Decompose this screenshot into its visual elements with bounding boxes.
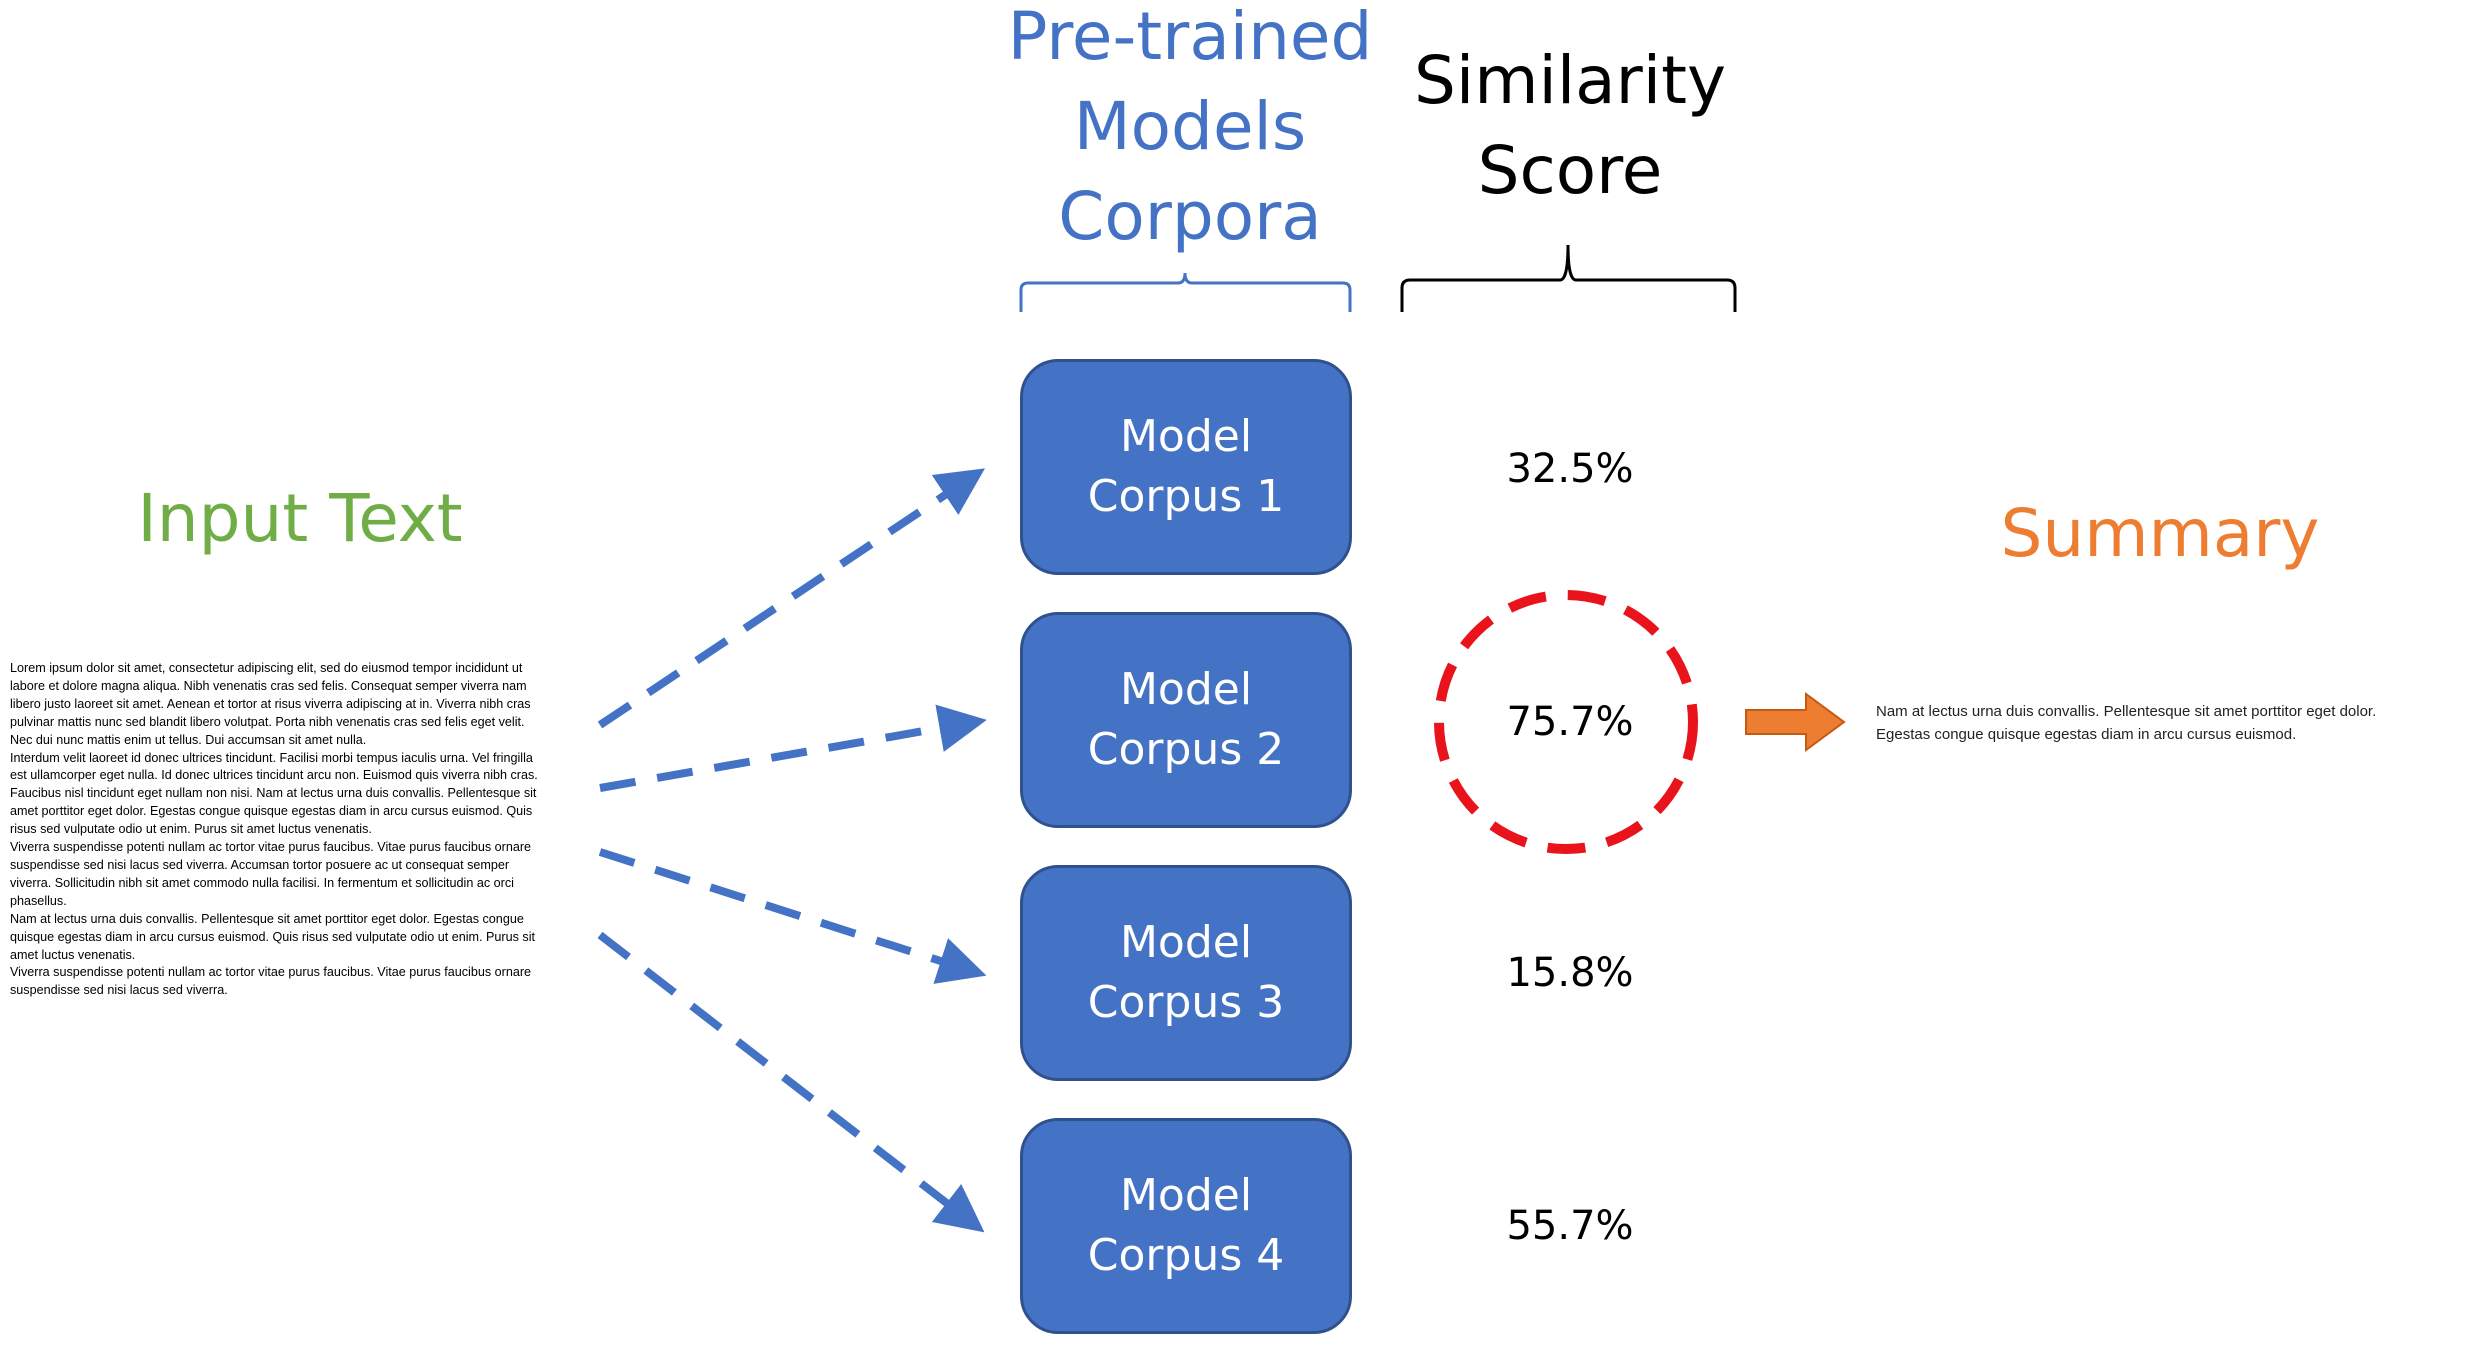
model-2-score: 75.7% [1506,699,1634,745]
models-header-line-3: Corpora [1058,178,1322,255]
input-to-model-3-arrow [598,848,987,984]
model-3-line-1: Model [1119,917,1253,968]
score-header-line-1: Similarity [1413,42,1727,119]
summary-body: Nam at lectus urna duis convallis. Pelle… [1876,703,2377,743]
summary-arrow [1745,692,1846,752]
model-corpus-4-box: Model Corpus 4 [1020,1118,1352,1334]
input-text-label: Input Text [137,480,463,557]
model-4-line-2: Corpus 4 [1087,1230,1285,1281]
models-header-line-2: Models [1073,88,1307,165]
score-column-header: Similarity Score [1380,36,1760,216]
best-score-highlight-circle [1434,590,1698,854]
model-3-score: 15.8% [1506,950,1634,996]
model-1-line-1: Model [1119,411,1253,462]
model-4-score: 55.7% [1506,1203,1634,1249]
summary-label: Summary [2000,495,2320,572]
model-3-line-2: Corpus 3 [1087,977,1285,1028]
models-column-header: Pre-trained Models Corpora [980,0,1400,262]
input-to-model-1-arrow [597,468,985,729]
models-header-brace [1019,272,1352,312]
score-header-brace [1400,244,1737,312]
score-header-line-2: Score [1477,132,1663,209]
input-to-model-4-arrow [597,931,985,1233]
model-corpus-2-box: Model Corpus 2 [1020,612,1352,828]
input-to-model-2-arrow [599,704,987,792]
model-1-score: 32.5% [1506,446,1634,492]
model-4-line-1: Model [1119,1170,1253,1221]
models-header-line-1: Pre-trained [1007,0,1373,75]
model-2-line-2: Corpus 2 [1087,724,1285,775]
model-corpus-3-box: Model Corpus 3 [1020,865,1352,1081]
input-text-body: Lorem ipsum dolor sit amet, consectetur … [10,661,538,998]
model-2-line-1: Model [1119,664,1253,715]
model-corpus-1-box: Model Corpus 1 [1020,359,1352,575]
model-1-line-2: Corpus 1 [1087,471,1285,522]
